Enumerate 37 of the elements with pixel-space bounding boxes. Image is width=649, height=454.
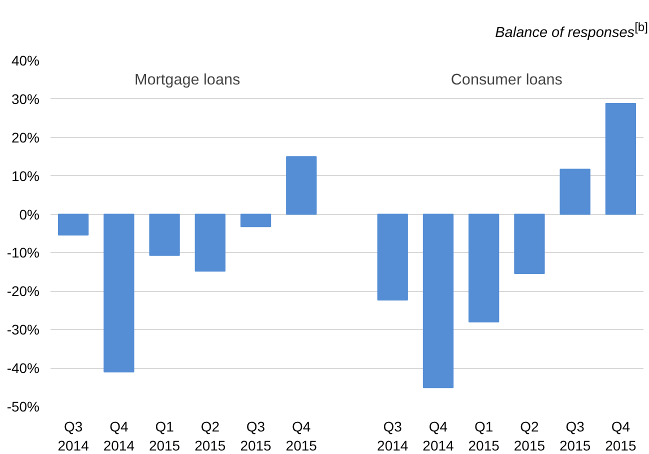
y-tick-label: 30% [11,90,40,107]
y-tick-label: 10% [11,168,40,184]
x-tick-label: Q3 2014 [377,418,408,454]
bar [605,103,636,215]
bar [286,156,317,215]
y-tick-label: 40% [11,52,40,68]
bar [377,214,408,301]
bar [240,214,272,228]
bar [514,214,545,274]
y-tick-label: -10% [6,244,40,261]
y-tick-label: 0% [19,206,40,222]
bar [149,214,180,256]
y-tick-label: -30% [6,322,40,338]
bar [560,168,590,215]
bar [422,214,454,388]
bar [194,214,226,272]
x-tick-label: Q4 2015 [286,418,318,454]
chart-title: Balance of responses$^{[b]}$ [495,20,648,41]
bar [468,214,500,322]
annotation: Consumer loans [450,72,563,88]
x-tick-label: Q4 2014 [103,418,135,454]
y-tick-label: -50% [6,398,40,414]
x-tick-label: Q4 2015 [605,418,636,454]
annotation: Mortgage loans [134,72,241,88]
y-tick-label: -40% [6,360,40,376]
x-tick-label: Q2 2015 [514,418,546,454]
x-tick-label: Q3 2015 [240,418,272,454]
bar [58,214,89,236]
bar [104,214,134,372]
x-tick-label: Q4 2014 [422,418,454,454]
x-tick-label: Q1 2015 [468,418,500,454]
x-tick-label: Q1 2015 [148,418,180,454]
x-tick-label: Q3 2015 [560,418,591,454]
x-tick-label: Q3 2014 [58,418,90,454]
x-tick-label: Q2 2015 [194,418,226,454]
y-tick-label: -20% [6,283,40,300]
y-tick-label: 20% [11,129,40,146]
